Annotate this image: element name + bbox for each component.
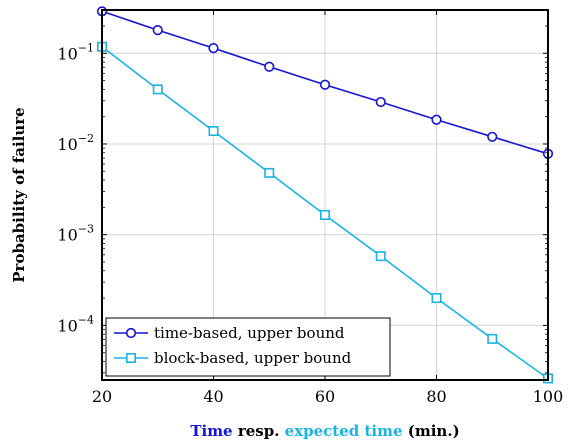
data-point: [152, 25, 163, 36]
y-axis-label: Probability of failure: [10, 107, 28, 282]
data-point: [431, 114, 442, 125]
y-tick-label: 10−4: [57, 313, 94, 335]
legend: time-based, upper bound block-based, uppe…: [105, 317, 391, 377]
x-tick-label: 100: [533, 387, 564, 406]
y-tick-label: 10−2: [57, 132, 94, 154]
series-layer: [96, 6, 554, 384]
x-axis-label-part: expected time: [285, 422, 403, 440]
data-point: [208, 126, 219, 137]
x-tick-label: 20: [92, 387, 112, 406]
plot-frame: [101, 9, 549, 381]
data-point: [375, 251, 386, 262]
x-tick-label: 80: [426, 387, 446, 406]
x-axis-label-part: Time: [190, 422, 232, 440]
legend-marker: [125, 327, 137, 339]
legend-label: block-based, upper bound: [154, 349, 352, 367]
x-tick-label: 40: [203, 387, 223, 406]
y-tick-label: 10−3: [57, 223, 94, 245]
legend-label: time-based, upper bound: [154, 324, 345, 342]
x-axis-label-part: (min.): [403, 422, 460, 440]
data-point: [375, 96, 386, 108]
x-axis-label-part: resp.: [233, 422, 285, 440]
legend-box: [105, 317, 391, 377]
data-point: [152, 84, 163, 95]
data-point: [208, 43, 219, 54]
axes-layer: 20 40 60 80 100 10−4 10−3 10−2 10−1: [57, 9, 564, 406]
x-tick-label: 60: [315, 387, 335, 406]
x-axis-label: Time resp. expected time (min.): [190, 422, 459, 440]
legend-marker: [126, 352, 137, 363]
y-tick-label: 10−1: [57, 41, 94, 63]
data-point: [264, 167, 275, 178]
data-point: [319, 209, 330, 220]
data-point: [264, 61, 275, 72]
data-point: [487, 333, 498, 344]
data-point: [431, 293, 442, 304]
data-point: [319, 79, 331, 90]
data-point: [487, 131, 498, 142]
